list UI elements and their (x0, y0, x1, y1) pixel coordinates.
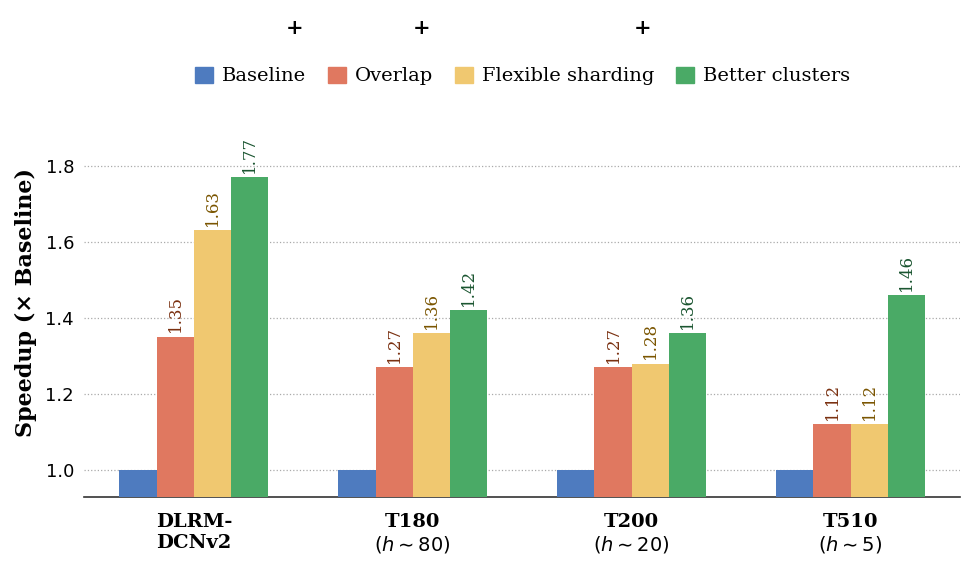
Bar (558, 470, 595, 570)
Legend: Baseline, Overlap, Flexible sharding, Better clusters: Baseline, Overlap, Flexible sharding, Be… (195, 67, 850, 86)
Bar (375, 367, 412, 570)
Text: 1.12: 1.12 (861, 382, 878, 420)
Bar (157, 337, 194, 570)
Text: 1.63: 1.63 (204, 189, 221, 226)
Text: 1.77: 1.77 (241, 136, 258, 173)
Text: 1.27: 1.27 (386, 325, 403, 363)
Bar (888, 295, 925, 570)
Text: 1.12: 1.12 (824, 382, 840, 420)
Text: +: + (412, 18, 430, 38)
Text: +: + (286, 18, 303, 38)
Y-axis label: Speedup (× Baseline): Speedup (× Baseline) (15, 168, 37, 437)
Text: 1.27: 1.27 (604, 325, 622, 363)
Bar (412, 333, 450, 570)
Bar (338, 470, 375, 570)
Bar (450, 310, 488, 570)
Text: 1.46: 1.46 (898, 254, 915, 291)
Text: +: + (634, 18, 651, 38)
Bar (632, 364, 669, 570)
Bar (120, 470, 157, 570)
Bar (776, 470, 813, 570)
Text: 1.28: 1.28 (642, 322, 659, 359)
Bar (850, 425, 888, 570)
Bar (595, 367, 632, 570)
Bar (813, 425, 850, 570)
Bar (231, 177, 268, 570)
Text: 1.35: 1.35 (167, 295, 184, 332)
Text: 1.42: 1.42 (460, 268, 477, 306)
Bar (669, 333, 706, 570)
Text: 1.36: 1.36 (423, 291, 440, 328)
Bar (194, 230, 231, 570)
Text: 1.36: 1.36 (679, 291, 696, 328)
